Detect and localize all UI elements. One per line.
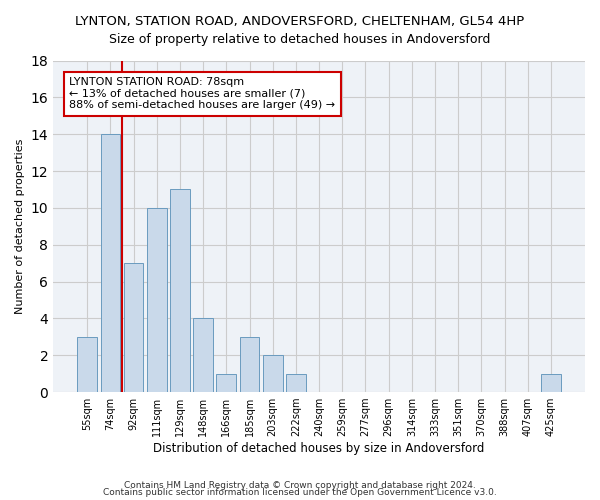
Y-axis label: Number of detached properties: Number of detached properties	[15, 138, 25, 314]
Bar	[101, 134, 120, 392]
Bar	[286, 374, 306, 392]
Text: Contains HM Land Registry data © Crown copyright and database right 2024.: Contains HM Land Registry data © Crown c…	[124, 480, 476, 490]
Bar	[263, 355, 283, 392]
Bar	[170, 190, 190, 392]
Bar	[239, 337, 259, 392]
Bar	[147, 208, 167, 392]
Bar	[193, 318, 213, 392]
Bar	[541, 374, 561, 392]
Text: Size of property relative to detached houses in Andoversford: Size of property relative to detached ho…	[109, 32, 491, 46]
Text: Contains public sector information licensed under the Open Government Licence v3: Contains public sector information licen…	[103, 488, 497, 497]
Bar	[77, 337, 97, 392]
Bar	[217, 374, 236, 392]
Text: LYNTON, STATION ROAD, ANDOVERSFORD, CHELTENHAM, GL54 4HP: LYNTON, STATION ROAD, ANDOVERSFORD, CHEL…	[76, 15, 524, 28]
Text: LYNTON STATION ROAD: 78sqm
← 13% of detached houses are smaller (7)
88% of semi-: LYNTON STATION ROAD: 78sqm ← 13% of deta…	[69, 77, 335, 110]
Bar	[124, 263, 143, 392]
X-axis label: Distribution of detached houses by size in Andoversford: Distribution of detached houses by size …	[154, 442, 485, 455]
